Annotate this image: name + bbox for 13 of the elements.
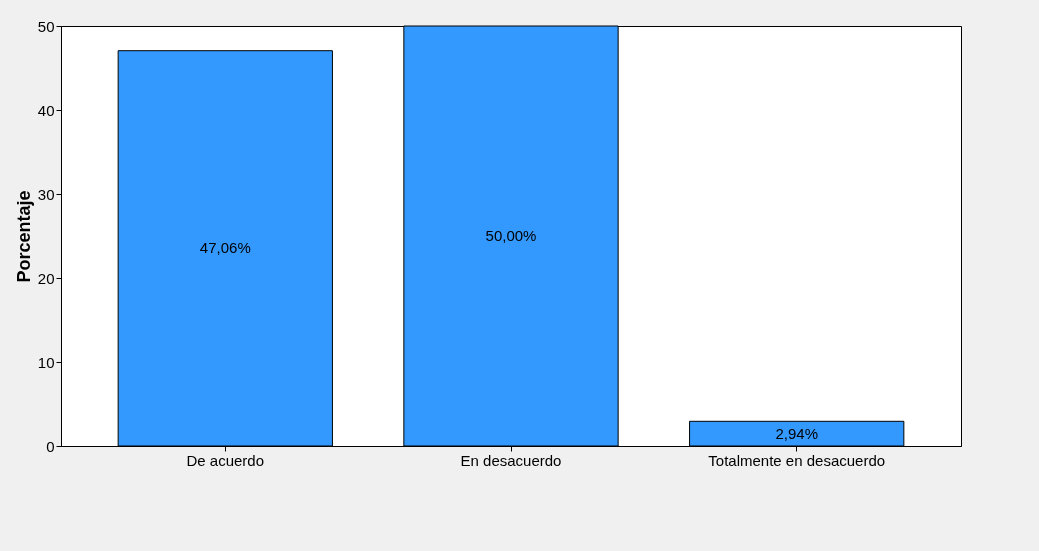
- x-tick-label: Totalmente en desacuerdo: [708, 451, 886, 469]
- x-tick-label: De acuerdo: [186, 451, 265, 469]
- y-tick-label: 40: [37, 101, 55, 119]
- data-label: 2,94%: [775, 424, 818, 442]
- y-axis-title: Porcentaje: [13, 190, 34, 283]
- y-tick-label: 10: [37, 353, 55, 371]
- y-tick-label: 50: [37, 17, 55, 35]
- data-label: 50,00%: [485, 227, 537, 244]
- y-tick-label: 20: [37, 269, 55, 287]
- y-tick-label: 30: [37, 185, 55, 203]
- x-tick-label: En desacuerdo: [460, 451, 562, 469]
- data-label: 47,06%: [199, 239, 251, 257]
- y-tick-label: 0: [46, 437, 55, 455]
